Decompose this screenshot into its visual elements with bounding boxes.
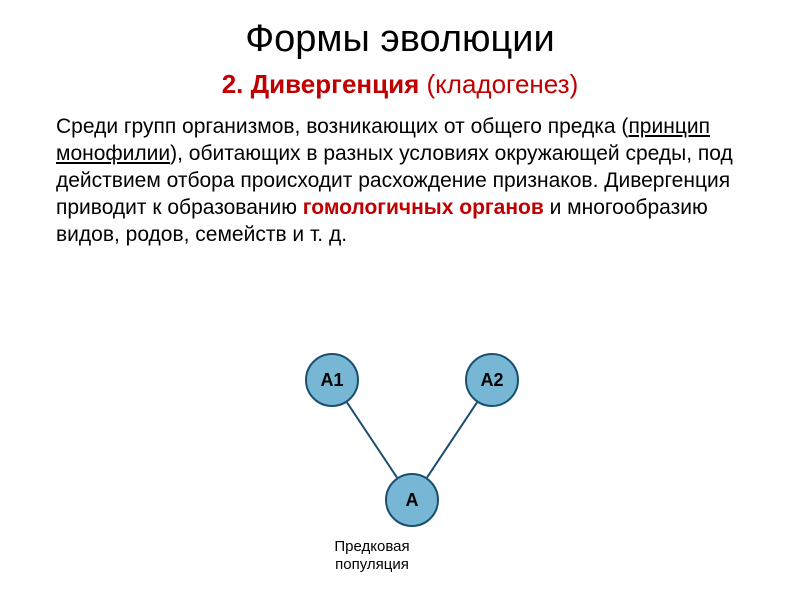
subtitle: 2. Дивергенция (кладогенез) bbox=[0, 61, 800, 100]
para-accent: гомологичных органов bbox=[303, 196, 544, 219]
divergence-diagram: А1 А2 А Предковаяпопуляция bbox=[0, 340, 800, 600]
node-label: А bbox=[406, 490, 419, 511]
page-title: Формы эволюции bbox=[0, 0, 800, 61]
subtitle-bold: 2. Дивергенция bbox=[222, 69, 420, 99]
edge bbox=[347, 402, 397, 477]
node-A: А bbox=[385, 473, 439, 527]
body-paragraph: Среди групп организмов, возникающих от о… bbox=[0, 100, 800, 248]
subtitle-rest: (кладогенез) bbox=[419, 69, 578, 99]
node-label: А2 bbox=[480, 370, 503, 391]
node-label: А1 bbox=[320, 370, 343, 391]
node-A1: А1 bbox=[305, 353, 359, 407]
diagram-caption: Предковаяпопуляция bbox=[312, 538, 432, 574]
edge bbox=[427, 402, 477, 477]
node-A2: А2 bbox=[465, 353, 519, 407]
para-pre: Среди групп организмов, возникающих от о… bbox=[56, 115, 628, 138]
